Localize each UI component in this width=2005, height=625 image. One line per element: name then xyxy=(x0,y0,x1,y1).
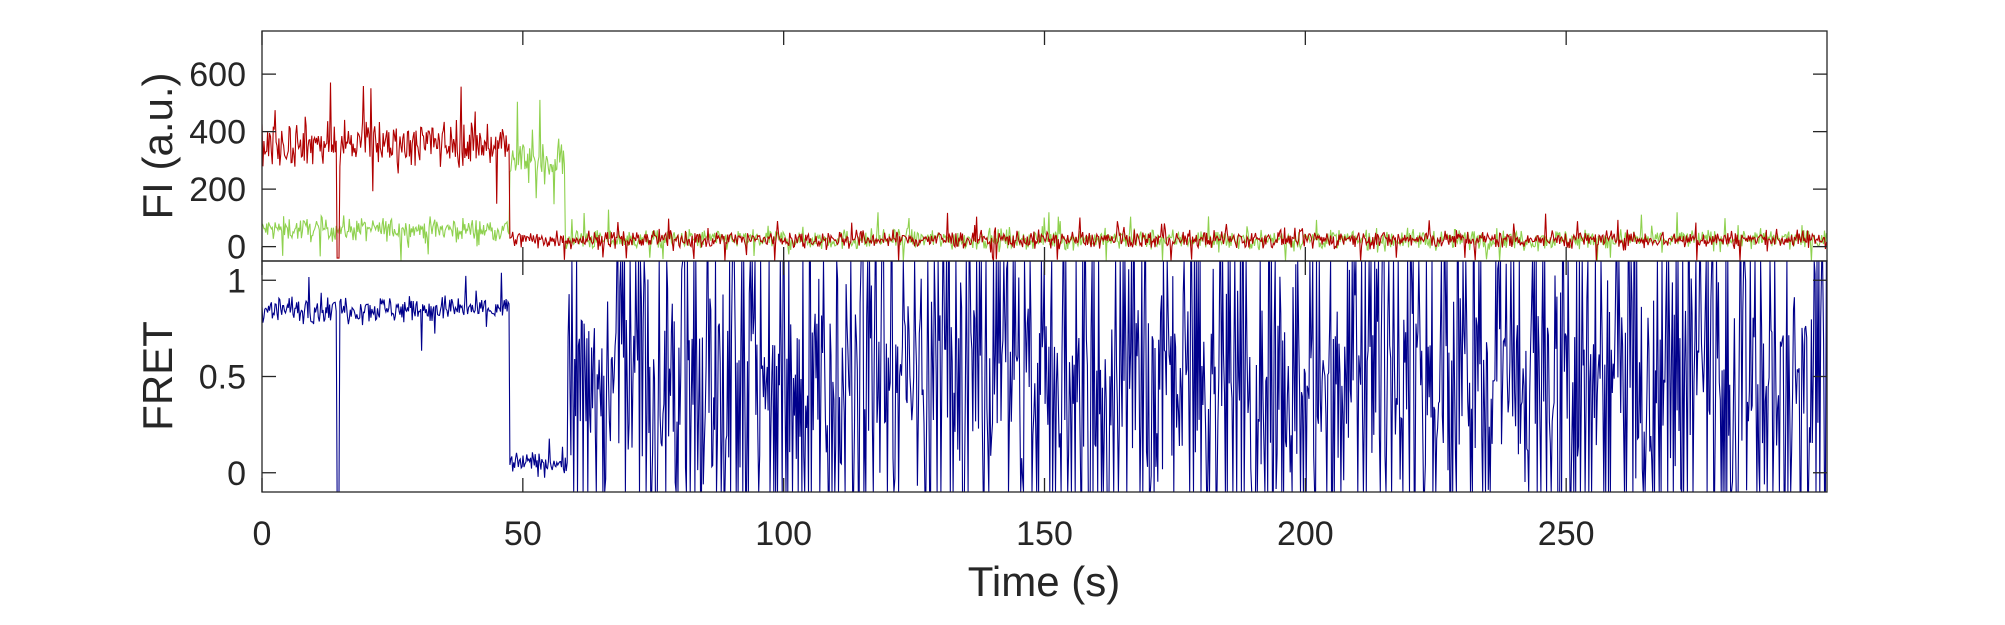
series-line-1 xyxy=(262,99,1827,261)
series-line-0 xyxy=(262,261,1827,492)
fret-traces xyxy=(262,261,1827,492)
intensity-traces xyxy=(262,82,1827,261)
y-tick-label: 0.5 xyxy=(199,359,246,397)
time-x-axis-label: Time (s) xyxy=(968,558,1120,605)
y-tick-label: 400 xyxy=(189,114,246,152)
y-tick-label: 600 xyxy=(189,56,246,94)
intensity-y-ticks: 0 200 400 600 xyxy=(189,56,1827,267)
x-tick-label: 250 xyxy=(1538,515,1595,553)
x-tick-label: 100 xyxy=(755,515,812,553)
series-line-0 xyxy=(262,82,1827,261)
y-tick-label: 1 xyxy=(227,262,246,300)
fret-y-axis-label: FRET xyxy=(134,321,181,431)
x-tick-label: 150 xyxy=(1016,515,1073,553)
y-tick-label: 0 xyxy=(227,229,246,267)
time-x-ticks: 0 50 100 150 200 250 xyxy=(253,31,1595,553)
intensity-y-axis-label: FI (a.u.) xyxy=(134,72,181,219)
x-tick-label: 0 xyxy=(253,515,272,553)
y-tick-label: 0 xyxy=(227,455,246,493)
intensity-panel: 0 200 400 600 FI (a.u.) xyxy=(134,30,1828,267)
x-tick-label: 50 xyxy=(504,515,542,553)
fret-y-ticks: 00.51 xyxy=(199,262,1827,493)
y-tick-label: 200 xyxy=(189,171,246,209)
x-tick-label: 200 xyxy=(1277,515,1334,553)
fret-panel: 00.51 0 50 100 150 200 250 FRET Time (s) xyxy=(134,31,1828,605)
